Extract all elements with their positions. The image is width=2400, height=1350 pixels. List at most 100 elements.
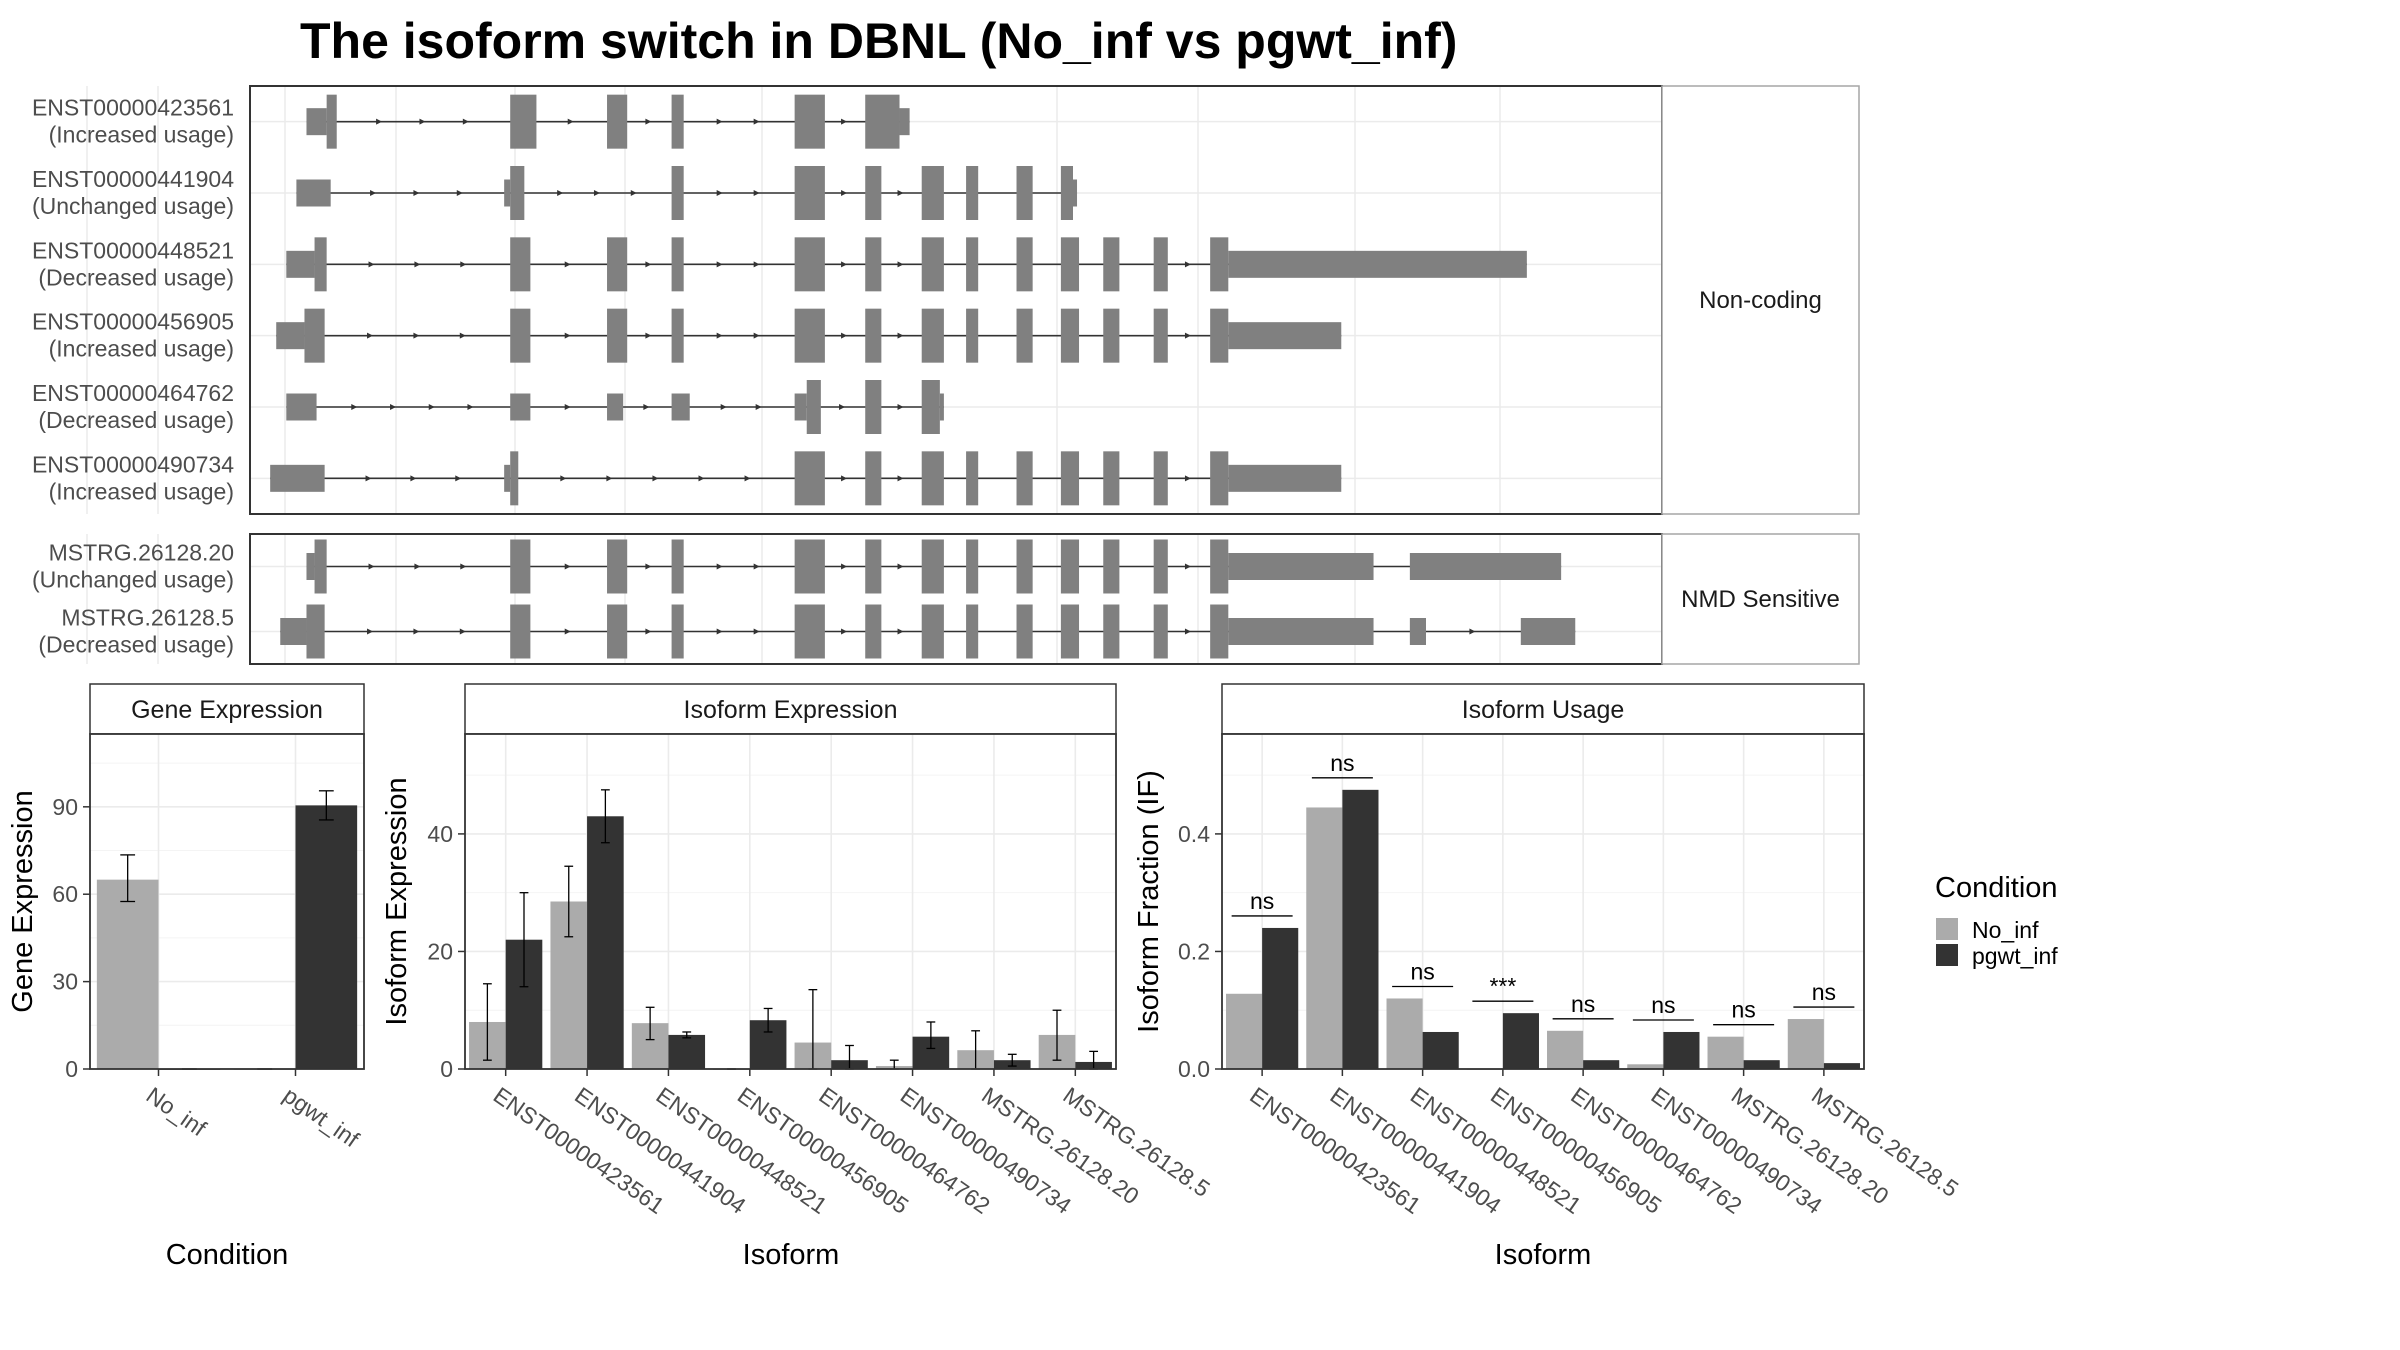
- intron-direction-arrow: [459, 628, 466, 635]
- coding-exon: [921, 308, 944, 363]
- intron-direction-arrow: [897, 404, 904, 410]
- utr-exon: [280, 618, 307, 645]
- utr-exon: [794, 393, 807, 421]
- coding-exon: [1060, 604, 1080, 659]
- intron-direction-arrow: [564, 563, 571, 570]
- significance-label: ***: [1489, 973, 1516, 999]
- y-axis-title: Isoform Fraction (IF): [1133, 770, 1165, 1033]
- transcript-usage-label: (Increased usage): [49, 336, 234, 362]
- intron-direction-arrow: [462, 118, 469, 125]
- legend-swatch-no-inf: [1936, 918, 1958, 940]
- intron-direction-arrow: [413, 190, 420, 196]
- bar: [1386, 998, 1423, 1069]
- legend-label-no-inf: No_inf: [1972, 917, 2039, 943]
- x-tick-label: No_inf: [142, 1082, 212, 1142]
- utr-exon: [1409, 553, 1562, 580]
- coding-exon: [1103, 451, 1120, 506]
- bar: [668, 1034, 706, 1069]
- coding-exon: [510, 166, 525, 220]
- intron-direction-arrow: [716, 628, 723, 635]
- coding-exon: [1153, 604, 1168, 659]
- x-axis-title: Condition: [166, 1239, 289, 1271]
- coding-exon: [921, 539, 944, 594]
- utr-exon: [504, 179, 511, 207]
- intron-direction-arrow: [606, 475, 613, 482]
- bar: [1422, 1031, 1459, 1069]
- intron-direction-arrow: [410, 475, 417, 482]
- panel-strip: [89, 683, 365, 735]
- coding-exon: [510, 539, 531, 594]
- intron-direction-arrow: [839, 404, 846, 410]
- utr-exon: [1228, 322, 1342, 350]
- coding-exon: [671, 237, 684, 292]
- coding-exon: [794, 451, 825, 506]
- bar: [295, 805, 358, 1069]
- intron-direction-arrow: [841, 628, 848, 635]
- utr-exon: [1520, 618, 1576, 645]
- x-axis-title: Isoform: [743, 1239, 840, 1271]
- utr-exon: [1228, 464, 1342, 492]
- coding-exon: [1153, 539, 1168, 594]
- intron-direction-arrow: [841, 118, 848, 125]
- coding-exon: [1016, 539, 1033, 594]
- intron-direction-arrow: [720, 404, 727, 410]
- utr-exon: [1228, 553, 1374, 580]
- bar: [1627, 1064, 1664, 1069]
- intron-direction-arrow: [645, 563, 652, 570]
- transcript-track: [306, 539, 1562, 594]
- significance-label: ns: [1812, 979, 1836, 1005]
- intron-direction-arrow: [413, 628, 420, 635]
- transcript-track: [280, 604, 1576, 659]
- intron-direction-arrow: [643, 404, 650, 410]
- intron-direction-arrow: [744, 475, 751, 482]
- coding-exon: [865, 451, 882, 506]
- intron-direction-arrow: [368, 563, 375, 570]
- y-tick-label: 30: [52, 969, 78, 995]
- coding-exon: [794, 604, 825, 659]
- x-axis-title: Isoform: [1495, 1239, 1592, 1271]
- intron-direction-arrow: [841, 261, 848, 268]
- coding-exon: [671, 308, 684, 363]
- intron-direction-arrow: [351, 404, 358, 410]
- intron-direction-arrow: [564, 261, 571, 268]
- intron-direction-arrow: [567, 118, 574, 125]
- intron-direction-arrow: [716, 563, 723, 570]
- utr-exon: [1228, 250, 1527, 278]
- intron-direction-arrow: [716, 261, 723, 268]
- utr-exon: [607, 393, 624, 421]
- transcript-usage-label: (Decreased usage): [38, 632, 234, 658]
- intron-direction-arrow: [652, 475, 659, 482]
- intron-direction-arrow: [1184, 261, 1191, 268]
- bar: [1707, 1036, 1744, 1069]
- bar: [1502, 1013, 1539, 1069]
- transcript-id-label: ENST00000464762: [32, 380, 234, 406]
- coding-exon: [1060, 237, 1080, 292]
- significance-label: ns: [1330, 750, 1354, 776]
- structure-subpanel-nmd-sensitive: NMD Sensitive: [86, 533, 1860, 665]
- transcript-track: [270, 451, 1342, 506]
- coding-exon: [1103, 308, 1120, 363]
- intron-direction-arrow: [1184, 628, 1191, 635]
- utr-exon: [306, 108, 327, 136]
- bar: [1226, 993, 1263, 1069]
- intron-direction-arrow: [753, 261, 760, 268]
- y-axis-title: Isoform Expression: [381, 777, 413, 1025]
- coding-exon: [865, 94, 900, 149]
- transcript-track: [286, 380, 944, 434]
- coding-exon: [1060, 451, 1080, 506]
- significance-label: ns: [1651, 992, 1675, 1018]
- coding-exon: [1060, 308, 1080, 363]
- y-tick-label: 0.4: [1178, 821, 1210, 847]
- intron-direction-arrow: [456, 190, 463, 196]
- intron-direction-arrow: [428, 404, 435, 410]
- bar: [1262, 927, 1299, 1069]
- bar: [587, 816, 624, 1069]
- intron-direction-arrow: [753, 332, 760, 339]
- coding-exon: [510, 308, 531, 363]
- isoform-expression-panel: Isoform Expression02040ENST00000423561EN…: [381, 683, 1215, 1271]
- coding-exon: [607, 237, 628, 292]
- significance-label: ns: [1410, 958, 1434, 984]
- intron-direction-arrow: [367, 332, 374, 339]
- utr-exon: [671, 393, 690, 421]
